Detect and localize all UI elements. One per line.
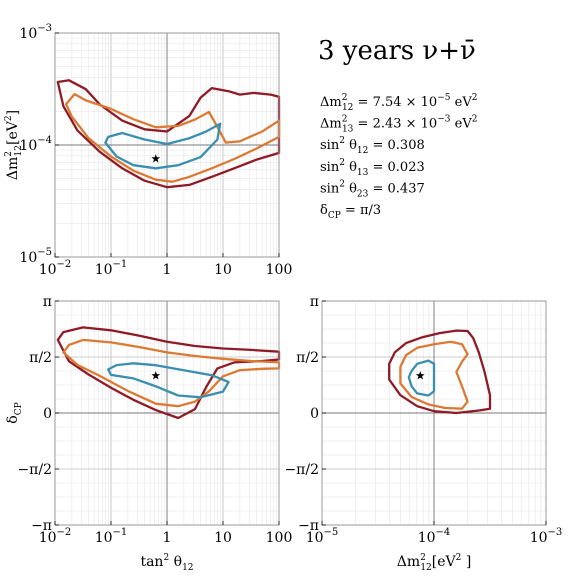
y-tick-label: −π xyxy=(298,518,319,534)
contour-middle xyxy=(62,338,281,408)
y-tick-label: π/2 xyxy=(296,350,319,366)
y-tick-label: π xyxy=(43,294,52,310)
x-tick-label: 1 xyxy=(163,530,172,546)
y-tick-label: −π/2 xyxy=(284,462,319,478)
panel-bottom-left: 10−2 10−1 1 10 100 −π −π/2 0 π/2 π tan2​ θ12​ δCP​ xyxy=(5,294,292,573)
parameter-line: Δm212​ = 7.54 × 10−5​ eV2​ xyxy=(320,93,477,113)
x-tick-label: 10−1 xyxy=(95,259,128,278)
x-tick-label: 100 xyxy=(266,262,293,278)
x-tick-label: 1 xyxy=(163,262,172,278)
best-fit-star xyxy=(151,371,161,380)
best-fit-star xyxy=(151,154,161,163)
x-tick-label: 10−5 xyxy=(306,527,339,546)
parameter-line: δCP​ = π/3 xyxy=(320,203,381,221)
contour-outer xyxy=(56,79,281,189)
y-tick-label: −π xyxy=(31,518,52,534)
x-tick-label: 10−2 xyxy=(39,527,72,546)
panel-top-left: 10−2 10−1 1 10 100 10−5 10−4 10−3 Δm212​[eV2​] xyxy=(4,23,292,278)
contour-inner xyxy=(407,359,436,397)
y-tick-label: π xyxy=(310,294,319,310)
y-tick-label: 10−4 xyxy=(19,135,52,154)
x-tick-label: 10−1 xyxy=(95,527,128,546)
x-axis-label: tan2​ θ12​ xyxy=(140,553,193,573)
x-tick-label: 10−3 xyxy=(530,527,563,546)
x-tick-label: 10−4 xyxy=(418,527,451,546)
tick-labels: 10−2 10−1 1 10 100 −π −π/2 0 π/2 π xyxy=(17,294,292,546)
x-tick-label: 10−2 xyxy=(39,259,72,278)
x-tick-label: 100 xyxy=(266,530,293,546)
x-tick-label: 10 xyxy=(214,262,232,278)
panel-bottom-right: 10−5 10−4 10−3 −π −π/2 0 π/2 π Δm212​[eV2​ ] xyxy=(284,294,562,573)
figure-title: 3 years ν+ν̄ xyxy=(318,36,476,66)
parameter-line: sin2​ θ13​ = 0.023 xyxy=(320,158,425,178)
y-tick-label: 10−3 xyxy=(19,23,52,42)
y-tick-label: 10−5 xyxy=(19,247,52,266)
contour-outer xyxy=(388,329,492,415)
y-tick-label: 0 xyxy=(43,406,52,422)
contour-middle xyxy=(64,92,281,183)
x-tick-label: 10 xyxy=(214,530,232,546)
x-axis-label: Δm212​[eV2​ ] xyxy=(397,553,472,573)
tick-labels: 10−2 10−1 1 10 100 10−5 10−4 10−3 xyxy=(19,23,292,278)
y-tick-label: π/2 xyxy=(29,350,52,366)
parameter-box: 3 years ν+ν̄ Δm212​ = 7.54 × 10−5​ eV2​Δ… xyxy=(318,36,477,221)
contour-middle xyxy=(399,340,469,410)
parameter-line: sin2​ θ12​ = 0.308 xyxy=(320,136,425,156)
tick-labels: 10−5 10−4 10−3 −π −π/2 0 π/2 π xyxy=(284,294,562,546)
y-axis-label: Δm212​[eV2​] xyxy=(4,110,24,180)
parameter-line: sin2​ θ23​ = 0.437 xyxy=(320,179,425,199)
y-tick-label: −π/2 xyxy=(17,462,52,478)
contour-inner xyxy=(107,362,230,399)
contour-inner xyxy=(104,122,222,170)
best-fit-star xyxy=(415,371,425,380)
y-axis-label: δCP​ xyxy=(5,402,24,423)
y-tick-label: 0 xyxy=(310,406,319,422)
